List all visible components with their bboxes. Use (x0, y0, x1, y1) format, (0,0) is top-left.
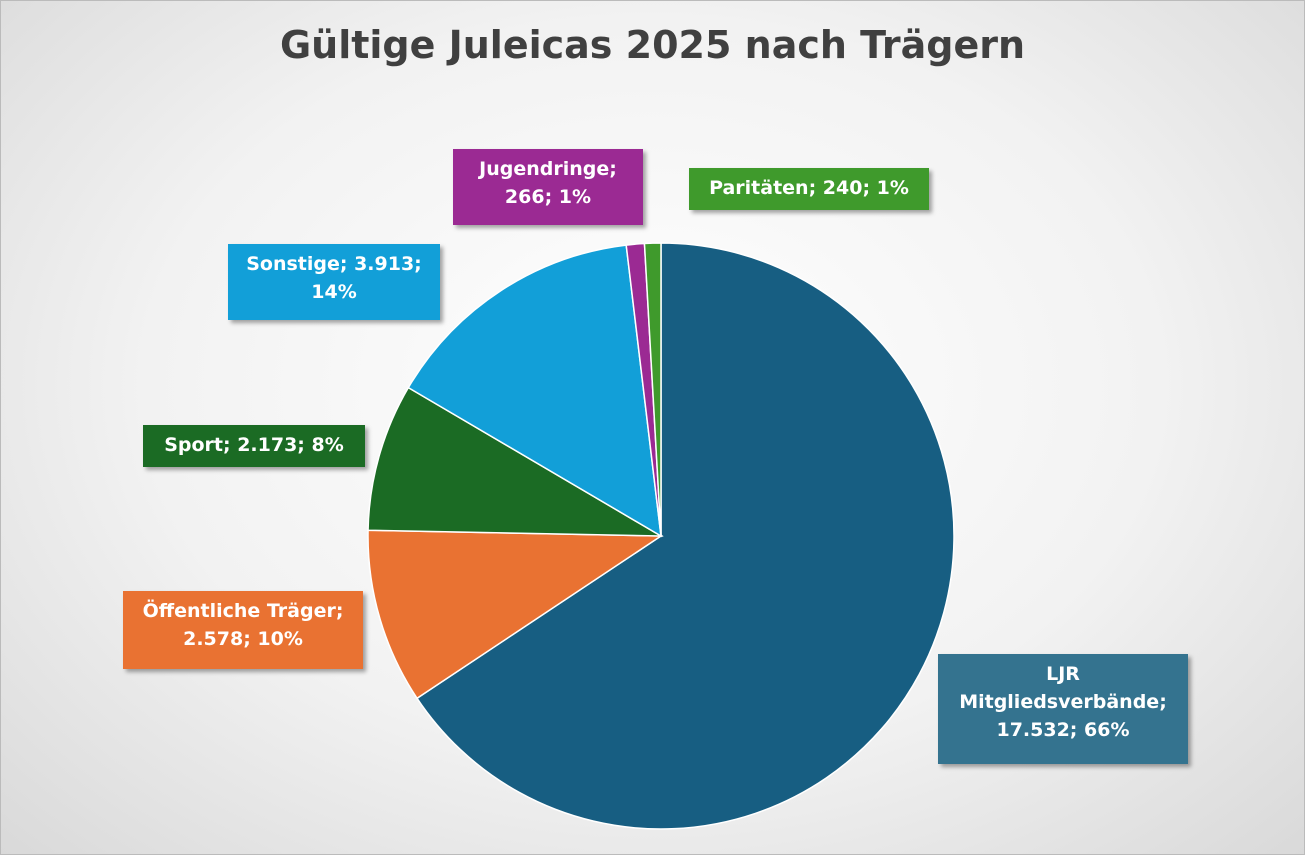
chart-title: Gültige Juleicas 2025 nach Trägern (279, 23, 1026, 67)
pie-slice (407, 244, 662, 538)
data-label: Sport; 2.173; 8% (143, 425, 365, 467)
data-label: Sonstige; 3.913; 14% (228, 244, 440, 320)
pie-slice (367, 529, 664, 700)
data-label: Jugendringe; 266; 1% (453, 149, 643, 225)
pie-slice (367, 386, 664, 537)
data-label: Öffentliche Träger; 2.578; 10% (123, 591, 363, 669)
data-label: Paritäten; 240; 1% (689, 168, 929, 210)
pie-slice (416, 242, 955, 830)
pie-slice (643, 242, 662, 537)
data-label: LJR Mitgliedsverbände; 17.532; 66% (938, 654, 1188, 764)
